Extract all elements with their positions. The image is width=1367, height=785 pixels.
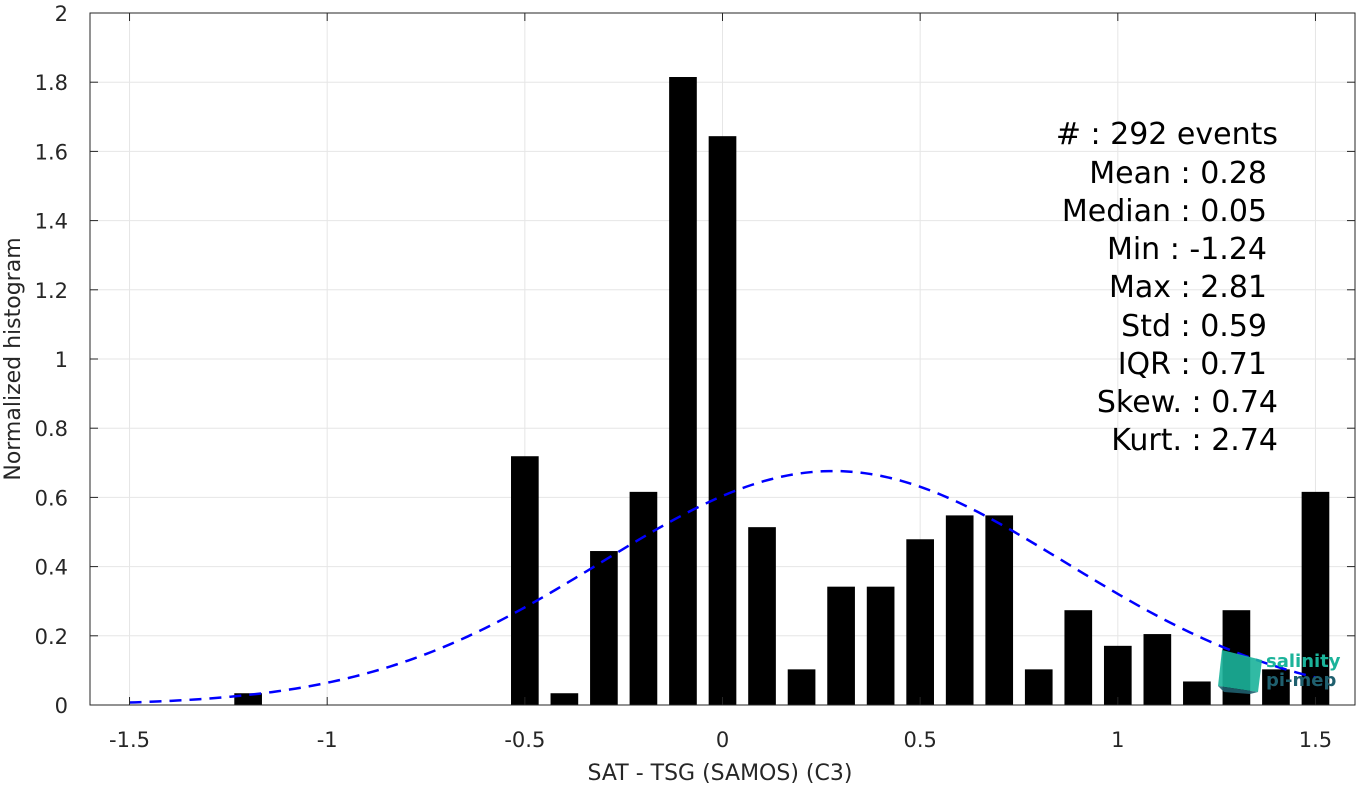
histogram-bar — [708, 136, 737, 705]
histogram-bar — [1024, 669, 1053, 705]
x-tick-label: 0 — [716, 728, 729, 752]
histogram-bar — [1262, 669, 1290, 705]
histogram-bar — [787, 669, 816, 705]
y-tick-label: 1 — [55, 348, 68, 372]
histogram-bar — [827, 586, 855, 705]
stat-kurt: Kurt. : 2.74 — [1111, 423, 1278, 458]
y-tick-label: 1.2 — [35, 279, 68, 303]
x-tick-label: -1 — [317, 728, 338, 752]
stat-max: Max : 2.81 — [1109, 270, 1267, 305]
stat-skew: Skew. : 0.74 — [1097, 385, 1278, 420]
stat-min: Min : -1.24 — [1107, 232, 1267, 267]
stat-mean: Mean : 0.28 — [1089, 156, 1267, 191]
stat-median: Median : 0.05 — [1062, 194, 1267, 229]
y-tick-label: 1.8 — [35, 71, 68, 95]
histogram-bar — [669, 77, 697, 705]
histogram-bar — [985, 515, 1014, 705]
histogram-bar — [1064, 610, 1093, 705]
x-axis-title: SAT - TSG (SAMOS) (C3) — [588, 761, 853, 785]
stat-events: # : 292 events — [1056, 117, 1278, 152]
stat-iqr: IQR : 0.71 — [1118, 347, 1267, 382]
y-tick-label: 0 — [55, 694, 68, 718]
histogram-bar — [866, 586, 895, 705]
x-tick-label: 1.5 — [1299, 728, 1332, 752]
histogram-bar — [1143, 634, 1172, 705]
y-tick-label: 1.4 — [35, 210, 68, 234]
x-tick-label: -1.5 — [109, 728, 150, 752]
logo-mark-icon — [1218, 650, 1262, 692]
y-tick-labels: 0 0.2 0.4 0.6 0.8 1 1.2 1.4 1.6 1.8 2 — [35, 2, 68, 718]
x-tick-label: 0.5 — [903, 728, 936, 752]
histogram-bar — [511, 456, 539, 705]
histogram-bar — [1301, 491, 1330, 705]
x-tick-label: -0.5 — [504, 728, 545, 752]
x-tick-labels: -1.5 -1 -0.5 0 0.5 1 1.5 — [109, 728, 1332, 752]
y-tick-label: 0.6 — [35, 486, 68, 510]
histogram-bar — [748, 527, 776, 705]
y-axis-title: Normalized histogram — [1, 237, 26, 480]
logo-mark-shade-icon — [1218, 686, 1258, 694]
y-tick-label: 0.2 — [35, 625, 68, 649]
histogram-bar — [629, 491, 658, 705]
logo-line2: pi-mep — [1266, 670, 1336, 691]
histogram-bar — [906, 539, 934, 705]
histogram-bar — [1103, 645, 1132, 705]
y-tick-label: 0.8 — [35, 417, 68, 441]
logo-line1: salinity — [1266, 651, 1341, 672]
histogram-bar — [1183, 681, 1211, 705]
histogram-bar — [234, 693, 262, 705]
normal-fit-curve — [129, 469, 1316, 704]
statistics-annotation: # : 292 events Mean : 0.28 Median : 0.05… — [1056, 117, 1278, 458]
axis-ticks — [90, 12, 1355, 706]
stat-std: Std : 0.59 — [1121, 309, 1267, 344]
histogram-bars — [234, 77, 1330, 705]
y-tick-label: 0.4 — [35, 556, 68, 580]
y-tick-label: 2 — [55, 2, 68, 26]
y-tick-label: 1.6 — [35, 140, 68, 164]
histogram-bar — [550, 693, 579, 705]
histogram-bar — [945, 515, 974, 705]
histogram-bar — [590, 551, 618, 705]
x-tick-label: 1 — [1111, 728, 1124, 752]
salinity-pimep-logo: salinity pi-mep — [1218, 650, 1341, 694]
